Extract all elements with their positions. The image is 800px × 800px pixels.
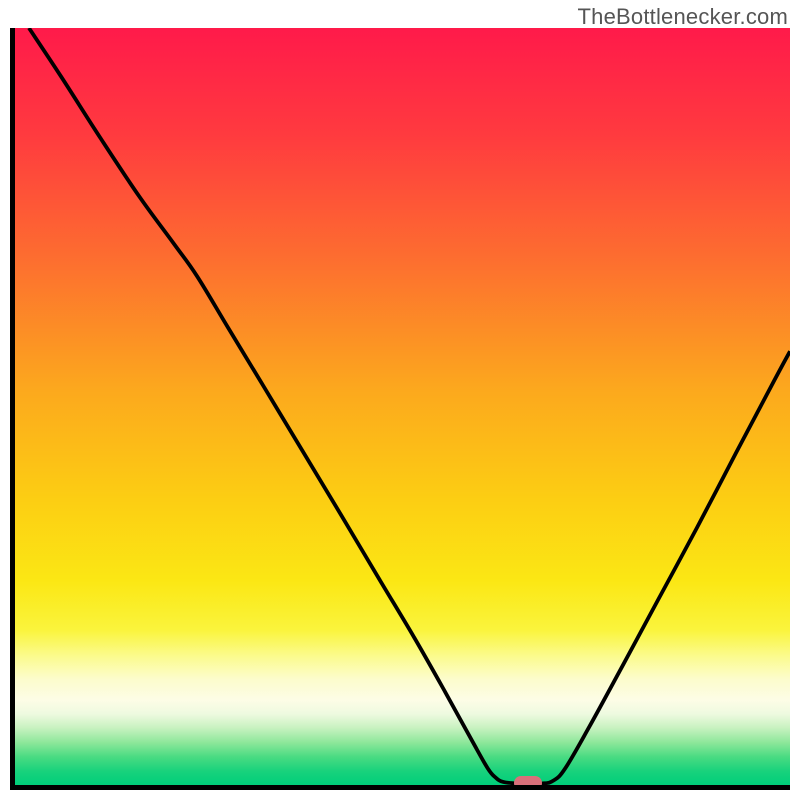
optimum-marker [514,776,542,785]
watermark-text: TheBottlenecker.com [578,4,788,30]
bottleneck-curve [15,28,790,785]
plot-area [10,28,790,790]
curve-path [29,28,790,784]
chart-container: TheBottlenecker.com [0,0,800,800]
plot-clip [15,28,790,785]
